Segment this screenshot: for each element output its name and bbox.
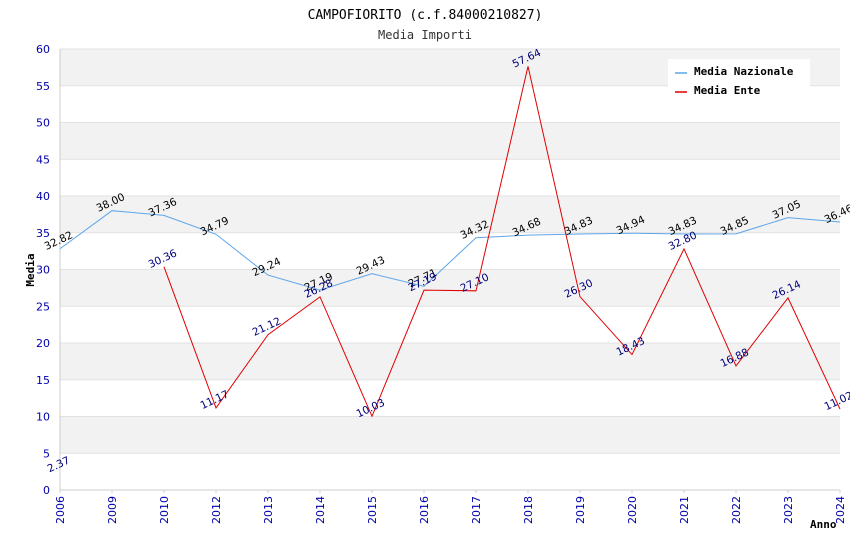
band-25-30 bbox=[60, 269, 840, 307]
x-tick-label-2006: 2006 bbox=[54, 496, 67, 524]
y-tick-label-5: 5 bbox=[43, 447, 50, 460]
x-tick-label-2022: 2022 bbox=[730, 496, 743, 524]
x-tick-label-2021: 2021 bbox=[678, 496, 691, 524]
x-tick-label-2016: 2016 bbox=[418, 496, 431, 524]
x-tick-label-2017: 2017 bbox=[470, 496, 483, 524]
legend-label-ente: Media Ente bbox=[694, 84, 761, 97]
y-tick-label-20: 20 bbox=[36, 337, 50, 350]
y-tick-label-60: 60 bbox=[36, 43, 50, 56]
chart-title: CAMPOFIORITO (c.f.84000210827) bbox=[308, 8, 543, 23]
x-tick-label-2012: 2012 bbox=[210, 496, 223, 524]
x-tick-labels: 2006 2009 2010 2012 2013 2014 2015 2016 2017 2018… bbox=[54, 496, 847, 524]
x-tick-label-2018: 2018 bbox=[522, 496, 535, 524]
y-tick-label-15: 15 bbox=[36, 374, 50, 387]
x-tick-label-2014: 2014 bbox=[314, 496, 327, 524]
band-15-20 bbox=[60, 343, 840, 380]
y-tick-label-30: 30 bbox=[36, 264, 50, 277]
y-tick-labels: 0 5 10 15 20 25 30 35 40 45 50 55 60 bbox=[36, 43, 50, 497]
band-40-45 bbox=[60, 159, 840, 196]
axes bbox=[59, 49, 841, 493]
x-tick-label-2009: 2009 bbox=[106, 496, 119, 524]
background-bands bbox=[60, 49, 840, 490]
series-line-media-ente bbox=[163, 66, 841, 418]
band-35-40 bbox=[60, 196, 840, 233]
band-0-5 bbox=[60, 453, 840, 490]
series-line-media-nazionale bbox=[59, 210, 841, 291]
y-tick-label-0: 0 bbox=[43, 484, 50, 497]
legend-box bbox=[668, 59, 810, 99]
x-tick-label-2015: 2015 bbox=[366, 496, 379, 524]
band-5-10 bbox=[60, 416, 840, 454]
y-tick-label-45: 45 bbox=[36, 153, 50, 166]
x-tick-label-2024: 2024 bbox=[834, 496, 847, 524]
band-45-50 bbox=[60, 122, 840, 160]
x-tick-label-2013: 2013 bbox=[262, 496, 275, 524]
x-tick-label-2023: 2023 bbox=[782, 496, 795, 524]
y-axis-label: Media bbox=[24, 253, 37, 286]
y-tick-label-55: 55 bbox=[36, 80, 50, 93]
y-tick-label-40: 40 bbox=[36, 190, 50, 203]
band-30-35 bbox=[60, 232, 840, 270]
y-tick-label-10: 10 bbox=[36, 411, 50, 424]
y-tick-label-35: 35 bbox=[36, 227, 50, 240]
chart-subtitle: Media Importi bbox=[378, 28, 472, 42]
y-tick-label-25: 25 bbox=[36, 300, 50, 313]
y-tick-label-50: 50 bbox=[36, 117, 50, 130]
legend: Media Nazionale Media Ente bbox=[668, 59, 810, 99]
x-tick-label-2020: 2020 bbox=[626, 496, 639, 524]
legend-label-nazionale: Media Nazionale bbox=[694, 65, 794, 78]
band-10-15 bbox=[60, 379, 840, 417]
x-axis-label: Anno bbox=[810, 518, 837, 531]
x-tick-label-2010: 2010 bbox=[158, 496, 171, 524]
x-tick-label-2019: 2019 bbox=[574, 496, 587, 524]
series-lines bbox=[59, 66, 841, 418]
